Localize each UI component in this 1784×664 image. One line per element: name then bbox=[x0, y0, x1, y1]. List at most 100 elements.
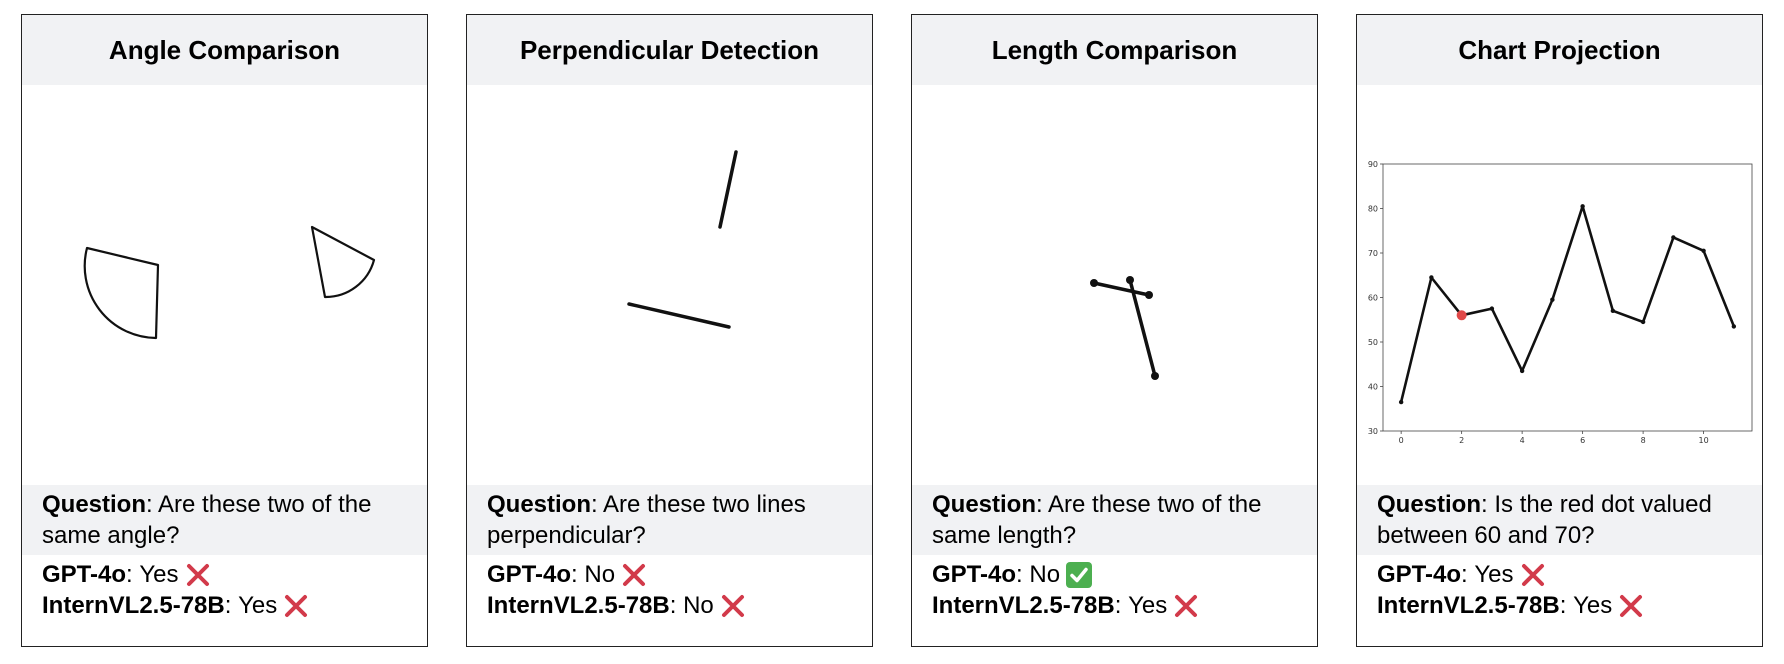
data-point bbox=[1489, 306, 1495, 311]
check-icon bbox=[1066, 561, 1093, 588]
answers: GPT-4o: Yes InternVL2.5-78B: Yes bbox=[22, 559, 427, 621]
segment-long-endpoint bbox=[1151, 372, 1159, 380]
cross-icon bbox=[1520, 562, 1546, 588]
cross-icon bbox=[621, 562, 647, 588]
chart-plot-frame bbox=[1382, 163, 1753, 432]
answer-separator: : bbox=[1461, 561, 1468, 588]
answer-separator: : bbox=[669, 592, 677, 619]
chart-figure: 30 40 50 60 70 80 90 0 2 4 6 8 10 bbox=[1357, 85, 1761, 498]
y-tick-label: 80 bbox=[1368, 205, 1378, 214]
question-label: Question bbox=[42, 491, 147, 518]
intern-answer: Yes bbox=[238, 592, 278, 619]
intern-answer: Yes bbox=[1573, 592, 1613, 619]
perpendicular-figure bbox=[467, 85, 871, 498]
question-box: Question: Are these two of the same leng… bbox=[912, 485, 1317, 555]
line-segment-lower bbox=[627, 302, 731, 329]
intern-answer: Yes bbox=[1128, 592, 1168, 619]
data-point bbox=[1429, 275, 1434, 280]
panel-length-comparison: Length Comparison Question: Are these tw… bbox=[911, 14, 1318, 647]
intern-answer: No bbox=[683, 592, 714, 619]
question-label: Question bbox=[487, 491, 592, 518]
question-text: Are these two of the same angle? bbox=[42, 491, 372, 549]
panel-title: Chart Projection bbox=[1458, 34, 1661, 65]
cross-icon bbox=[1618, 593, 1644, 619]
panel-title: Length Comparison bbox=[991, 34, 1238, 65]
panel-header: Chart Projection bbox=[1357, 15, 1762, 85]
panel-header: Perpendicular Detection bbox=[467, 15, 872, 85]
intern-label: InternVL2.5-78B bbox=[1377, 592, 1560, 619]
gpt-answer: No bbox=[584, 561, 616, 588]
gpt-label: GPT-4o bbox=[42, 561, 127, 588]
y-tick-label: 60 bbox=[1368, 294, 1378, 303]
gpt-answer-line: GPT-4o: Yes bbox=[42, 559, 407, 590]
angle-figure bbox=[22, 85, 426, 498]
answer-separator: : bbox=[571, 561, 578, 588]
answer-separator: : bbox=[1559, 592, 1567, 619]
question-separator: : bbox=[1036, 491, 1043, 518]
panel-title: Perpendicular Detection bbox=[519, 34, 820, 65]
x-tick-label: 0 bbox=[1399, 436, 1404, 445]
gpt-label: GPT-4o bbox=[932, 561, 1017, 588]
answers: GPT-4o: No InternVL2.5-78B: Yes bbox=[912, 559, 1317, 621]
cross-icon bbox=[283, 593, 309, 619]
panel-chart-projection: Chart Projection 30 40 50 60 70 80 90 0 2 4 6 8 10 Q… bbox=[1356, 14, 1763, 647]
data-point bbox=[1580, 204, 1585, 209]
segment-long-endpoint bbox=[1126, 276, 1134, 284]
cross-icon bbox=[720, 593, 746, 619]
gpt-answer: No bbox=[1029, 561, 1061, 588]
answer-separator: : bbox=[224, 592, 232, 619]
highlighted-red-dot bbox=[1456, 310, 1467, 321]
intern-answer-line: InternVL2.5-78B: Yes bbox=[1377, 590, 1742, 621]
x-tick-label: 4 bbox=[1520, 436, 1525, 445]
segment-short bbox=[1092, 281, 1151, 297]
angle-shape-left bbox=[83, 246, 160, 340]
question-separator: : bbox=[1481, 491, 1488, 518]
cross-icon bbox=[1173, 593, 1199, 619]
data-point bbox=[1701, 248, 1706, 253]
question-separator: : bbox=[146, 491, 153, 518]
question-separator: : bbox=[591, 491, 598, 518]
question-text: Are these two of the same length? bbox=[932, 491, 1262, 549]
x-tick-label: 6 bbox=[1580, 436, 1585, 445]
gpt-answer-line: GPT-4o: No bbox=[932, 559, 1297, 590]
gpt-answer: Yes bbox=[139, 561, 179, 588]
y-tick-label: 30 bbox=[1368, 427, 1378, 436]
question-box: Question: Is the red dot valued between … bbox=[1357, 485, 1762, 555]
y-tick-label: 70 bbox=[1368, 249, 1378, 258]
answers: GPT-4o: No InternVL2.5-78B: No bbox=[467, 559, 872, 621]
intern-label: InternVL2.5-78B bbox=[932, 592, 1115, 619]
intern-answer-line: InternVL2.5-78B: Yes bbox=[932, 590, 1297, 621]
gpt-answer-line: GPT-4o: Yes bbox=[1377, 559, 1742, 590]
x-tick-label: 10 bbox=[1699, 436, 1709, 445]
panel-header: Length Comparison bbox=[912, 15, 1317, 85]
line-chart: 30 40 50 60 70 80 90 0 2 4 6 8 10 bbox=[1368, 160, 1753, 445]
segment-short-endpoint bbox=[1090, 279, 1098, 287]
panel-header: Angle Comparison bbox=[22, 15, 427, 85]
cross-icon bbox=[185, 562, 211, 588]
data-point bbox=[1398, 399, 1404, 405]
data-point bbox=[1671, 235, 1676, 240]
intern-answer-line: InternVL2.5-78B: No bbox=[487, 590, 852, 621]
question-text: Is the red dot valued between 60 and 70? bbox=[1377, 491, 1712, 549]
length-figure bbox=[912, 85, 1316, 498]
y-tick-label: 90 bbox=[1368, 160, 1378, 169]
y-tick-label: 50 bbox=[1368, 338, 1378, 347]
angle-shape-right bbox=[310, 225, 376, 299]
question-label: Question bbox=[1377, 491, 1482, 518]
segment-long bbox=[1128, 278, 1157, 378]
question-box: Question: Are these two lines perpendicu… bbox=[467, 485, 872, 555]
data-point bbox=[1731, 324, 1737, 329]
gpt-answer: Yes bbox=[1474, 561, 1514, 588]
intern-answer-line: InternVL2.5-78B: Yes bbox=[42, 590, 407, 621]
question-text: Are these two lines perpendicular? bbox=[487, 491, 806, 549]
panel-title: Angle Comparison bbox=[108, 34, 341, 65]
x-tick-label: 2 bbox=[1459, 436, 1464, 445]
data-point bbox=[1519, 368, 1525, 374]
question-box: Question: Are these two of the same angl… bbox=[22, 485, 427, 555]
intern-label: InternVL2.5-78B bbox=[42, 592, 225, 619]
answer-separator: : bbox=[126, 561, 133, 588]
line-segment-upper bbox=[718, 150, 738, 229]
data-point bbox=[1640, 319, 1646, 325]
series-line bbox=[1399, 205, 1736, 403]
answers: GPT-4o: Yes InternVL2.5-78B: Yes bbox=[1357, 559, 1762, 621]
